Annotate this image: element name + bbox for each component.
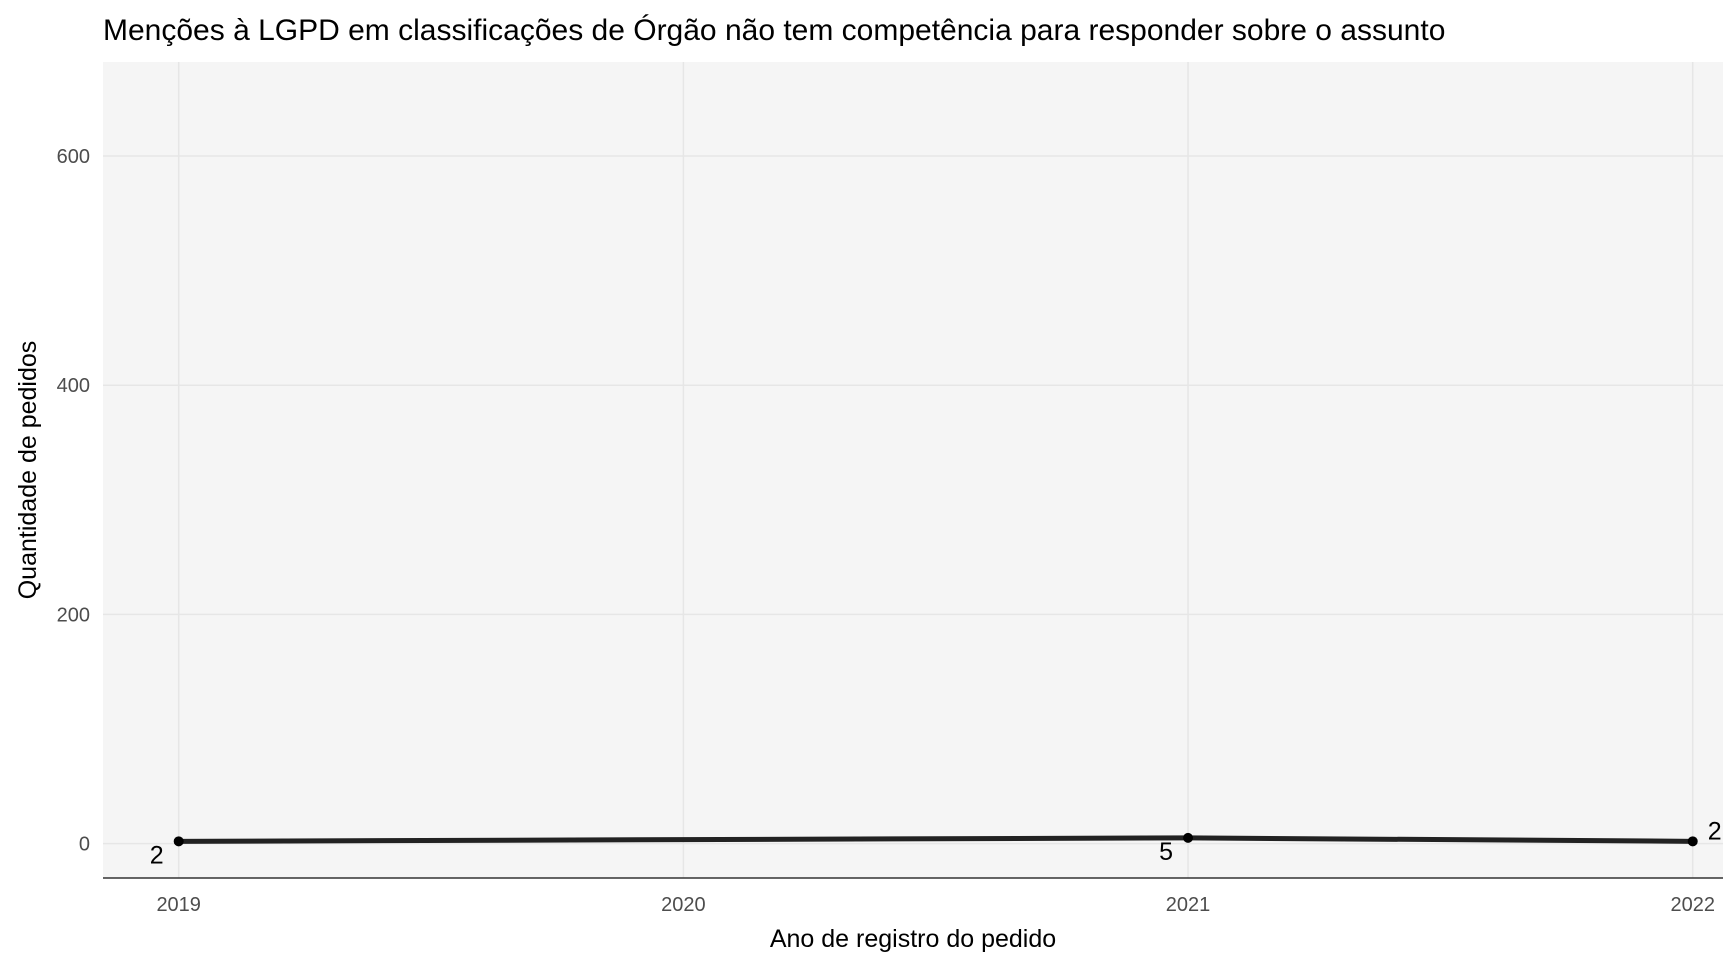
x-axis-title: Ano de registro do pedido xyxy=(770,925,1056,953)
y-axis-ticks: 0 200 400 600 xyxy=(57,146,90,856)
y-tick-label-0: 0 xyxy=(79,834,90,856)
data-label-2022: 2 xyxy=(1708,817,1722,845)
data-point-2022 xyxy=(1687,836,1698,847)
x-tick-label-2021: 2021 xyxy=(1166,894,1211,916)
series-0-line xyxy=(178,835,1693,844)
x-tick-label-2020: 2020 xyxy=(661,894,706,916)
y-tick-label-200: 200 xyxy=(57,604,90,626)
data-labels: 2 5 2 xyxy=(150,817,1722,869)
series-layer xyxy=(173,832,1698,847)
y-axis-title: Quantidade de pedidos xyxy=(14,341,42,600)
data-point-2021 xyxy=(1183,832,1194,843)
data-label-2019: 2 xyxy=(150,841,164,869)
chart-title: Menções à LGPD em classificações de Órgã… xyxy=(103,14,1445,47)
grid-lines xyxy=(103,62,1723,878)
x-tick-label-2019: 2019 xyxy=(156,894,201,916)
data-label-2021: 5 xyxy=(1159,838,1173,866)
data-point-2019 xyxy=(173,836,184,847)
x-tick-label-2022: 2022 xyxy=(1670,894,1715,916)
y-tick-label-600: 600 xyxy=(57,146,90,168)
x-axis-ticks: 2019 2020 2021 2022 xyxy=(156,894,1715,916)
y-tick-label-400: 400 xyxy=(57,375,90,397)
plot-panel xyxy=(103,62,1723,878)
